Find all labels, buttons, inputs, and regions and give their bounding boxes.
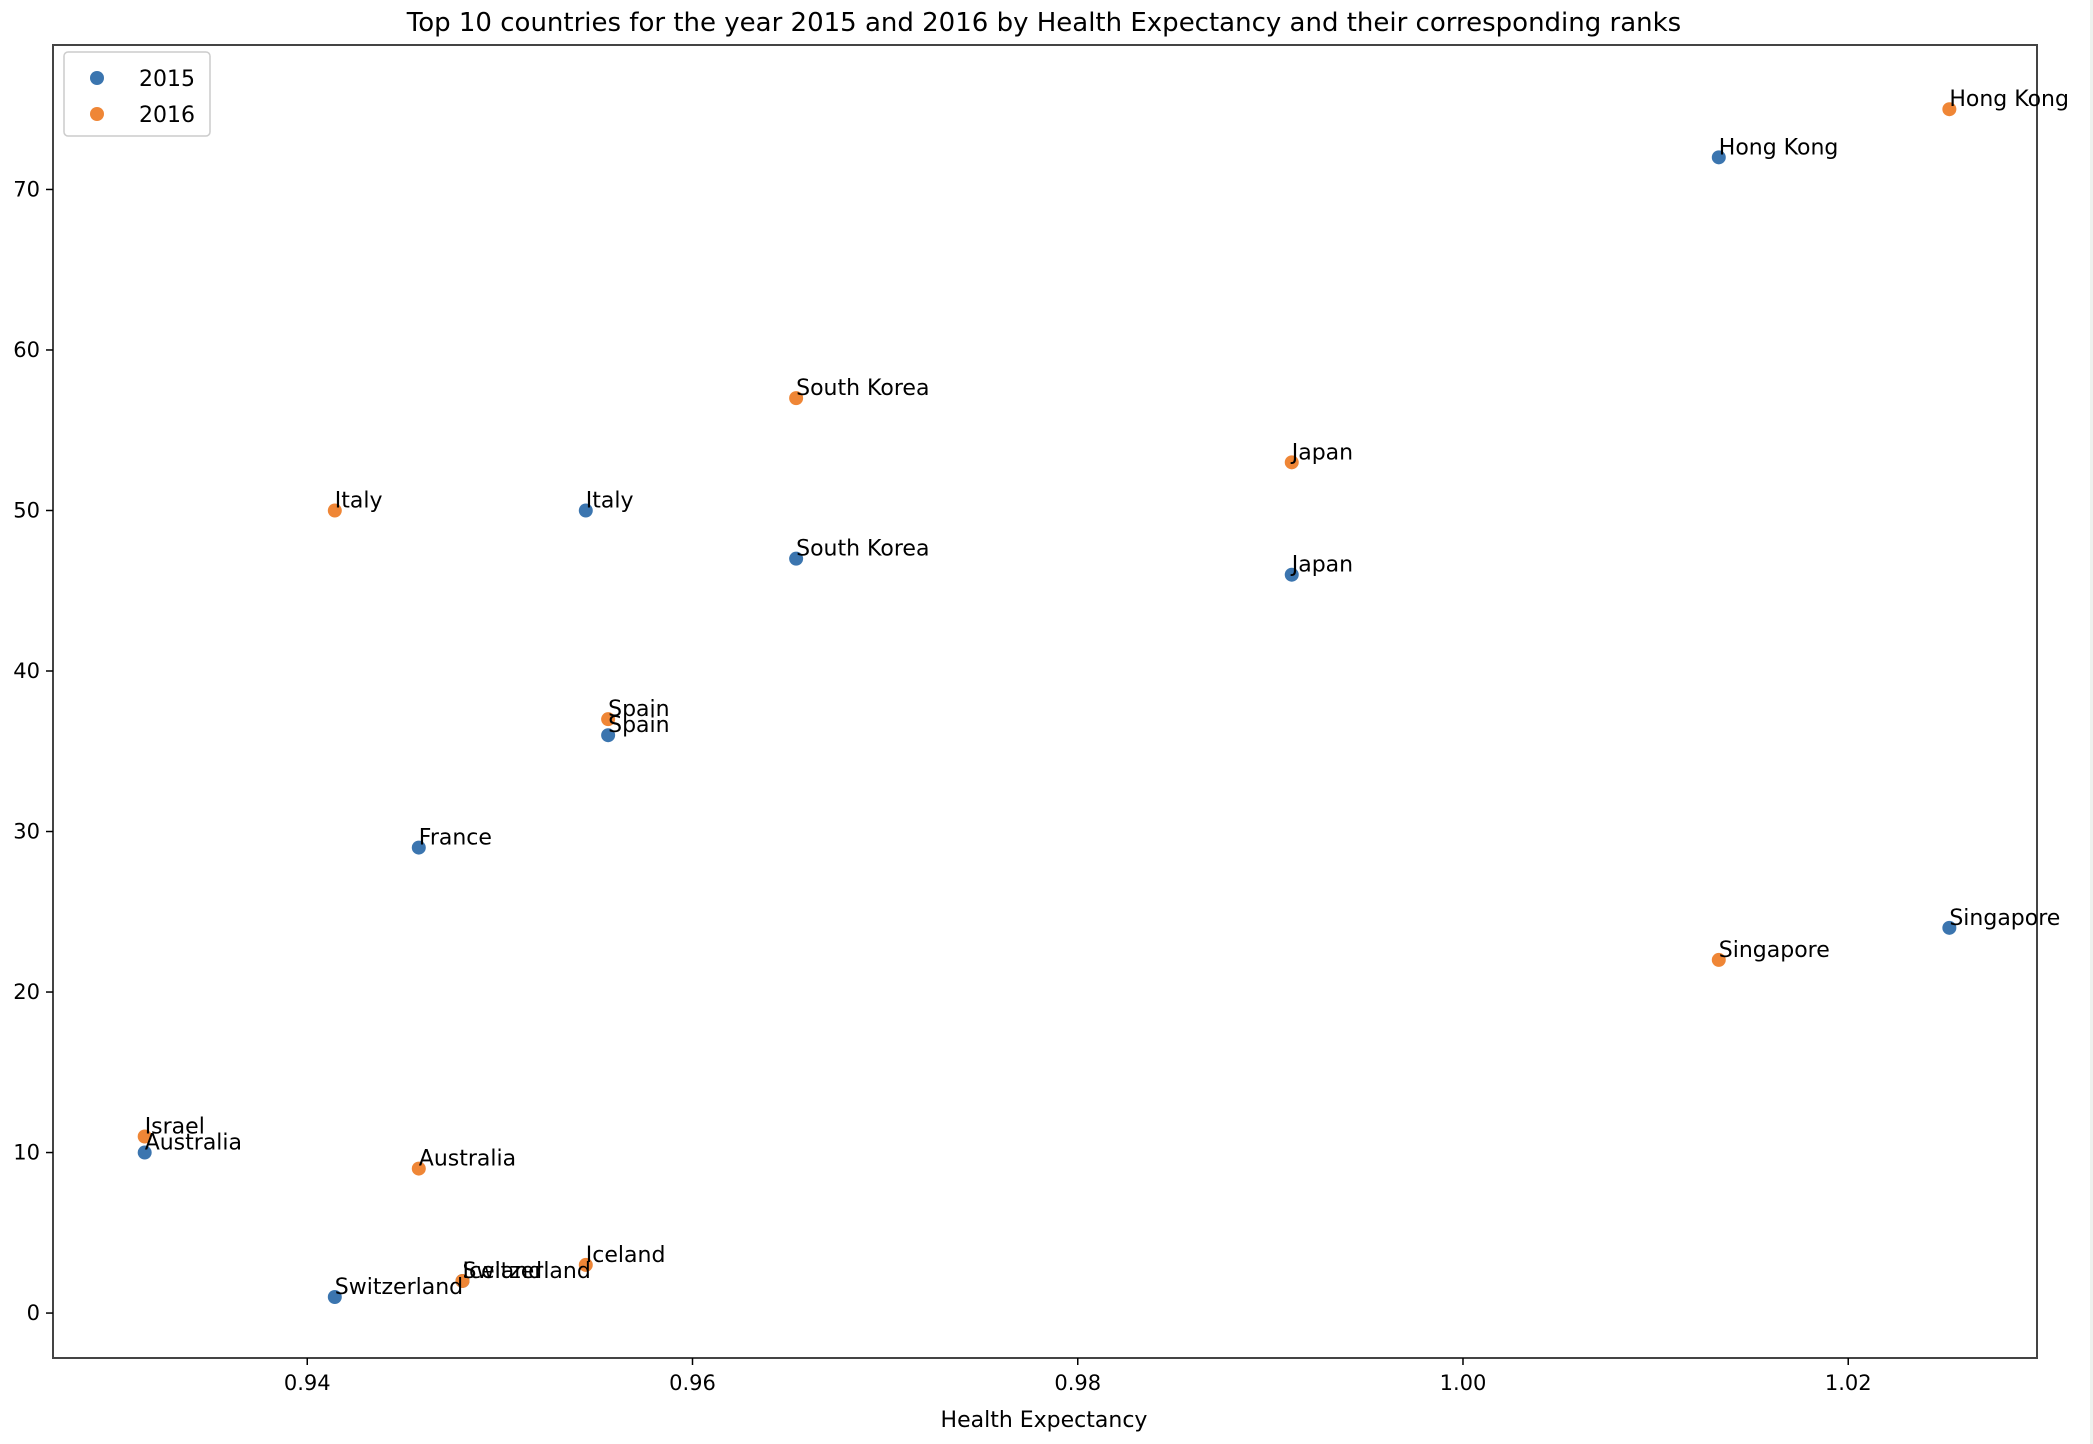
x-axis-label: Health Expectancy	[941, 1408, 1148, 1433]
y-tick-label: 0	[27, 1301, 40, 1325]
point-label: Australia	[145, 1131, 242, 1156]
data-point-2016	[411, 1161, 426, 1176]
x-axis: 0.94 0.96 0.98 1.00 1.02	[284, 1358, 1872, 1395]
point-label: Japan	[1290, 553, 1353, 578]
window-edge	[2090, 0, 2093, 1444]
chart-title: Top 10 countries for the year 2015 and 2…	[406, 8, 1681, 38]
data-point-2016	[137, 1129, 152, 1144]
data-point-2015	[1942, 920, 1957, 935]
point-labels: Singapore Hong Kong Japan South Korea Spain I…	[145, 87, 2069, 1300]
legend-label: 2016	[139, 103, 195, 128]
data-point-2015	[601, 728, 616, 743]
point-label: Hong Kong	[1949, 87, 2069, 112]
y-tick-label: 20	[13, 980, 40, 1004]
data-point-2015	[411, 840, 426, 855]
point-label: Israel	[145, 1114, 205, 1139]
y-tick-label: 50	[13, 498, 40, 522]
x-tick-label: 0.94	[284, 1371, 331, 1395]
plot-frame	[52, 44, 2038, 1359]
point-label: South Korea	[796, 376, 929, 401]
legend-label: 2015	[139, 67, 195, 92]
point-label: Spain	[608, 697, 669, 722]
point-label: Iceland	[463, 1259, 543, 1284]
y-tick-label: 60	[13, 338, 40, 362]
y-tick-label: 70	[13, 177, 40, 201]
point-label: Italy	[335, 488, 383, 513]
data-point-2016	[1711, 952, 1726, 967]
data-point-2016	[601, 712, 616, 727]
point-label: South Korea	[796, 537, 929, 562]
point-label: Switzerland	[335, 1275, 463, 1300]
point-label: France	[419, 826, 492, 851]
data-point-2015	[789, 551, 804, 566]
x-tick-label: 0.96	[669, 1371, 716, 1395]
point-label: Singapore	[1949, 906, 2060, 931]
y-tick-label: 10	[13, 1141, 40, 1165]
data-point-2015	[1711, 150, 1726, 165]
point-label: Singapore	[1719, 938, 1830, 963]
point-label: Spain	[608, 713, 669, 738]
y-tick-label: 30	[13, 820, 40, 844]
data-point-2015	[327, 1290, 342, 1305]
y-axis: 0 10 20 30 40 50 60 70	[13, 177, 53, 1325]
point-label: Hong Kong	[1719, 135, 1839, 160]
plot-area	[52, 44, 2038, 1359]
x-tick-label: 1.00	[1440, 1371, 1487, 1395]
data-point-2015	[137, 1145, 152, 1160]
point-label: Iceland	[586, 1243, 666, 1268]
point-label: Japan	[1290, 440, 1353, 465]
point-label: Switzerland	[463, 1259, 591, 1284]
data-point-2016	[789, 391, 804, 406]
legend: 2015 2016	[63, 51, 211, 137]
x-tick-label: 0.98	[1054, 1371, 1101, 1395]
data-point-2016	[455, 1273, 470, 1288]
x-tick-label: 1.02	[1825, 1371, 1872, 1395]
data-point-2016	[1284, 455, 1299, 470]
data-point-2015	[1284, 567, 1299, 582]
data-point-2016	[327, 503, 342, 518]
legend-marker-2015	[90, 71, 104, 85]
data-point-2016	[578, 1257, 593, 1272]
data-point-2016	[1942, 102, 1957, 117]
point-label: Italy	[586, 488, 634, 513]
data-points	[137, 102, 1957, 1305]
point-label: Australia	[419, 1147, 516, 1172]
legend-marker-2016	[90, 107, 104, 121]
data-point-2015	[578, 503, 593, 518]
y-tick-label: 40	[13, 659, 40, 683]
